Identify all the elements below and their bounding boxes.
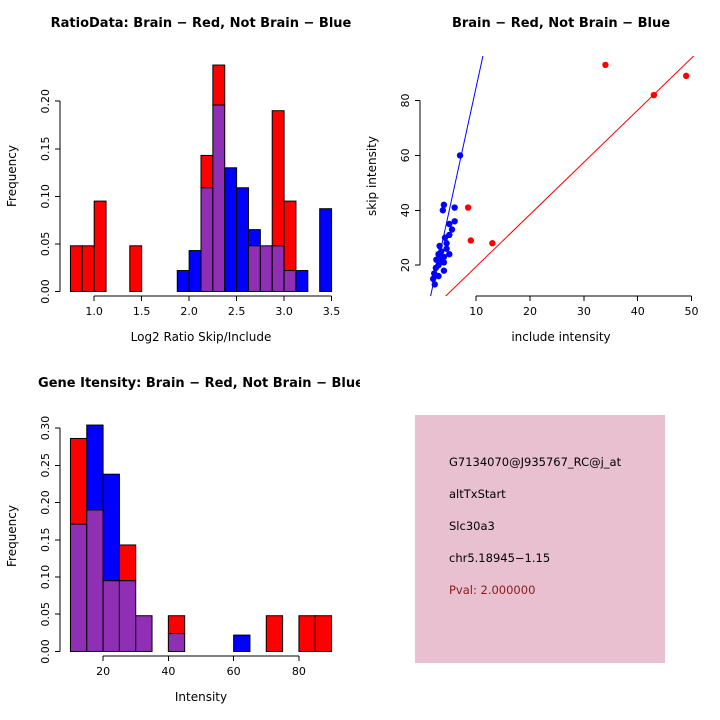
svg-text:40: 40 bbox=[399, 203, 412, 217]
chromosome-location-text: chr5.18945−1.15 bbox=[449, 551, 551, 565]
svg-text:0.20: 0.20 bbox=[39, 89, 52, 114]
svg-text:Frequency: Frequency bbox=[5, 145, 19, 207]
gene-info-panel: G7134070@J935767_RC@j_at altTxStart Slc3… bbox=[360, 360, 720, 720]
svg-text:2.5: 2.5 bbox=[228, 305, 246, 318]
svg-text:80: 80 bbox=[399, 94, 412, 108]
svg-text:40: 40 bbox=[161, 665, 175, 678]
svg-text:Frequency: Frequency bbox=[5, 505, 19, 567]
svg-text:2.0: 2.0 bbox=[180, 305, 198, 318]
svg-text:1.0: 1.0 bbox=[85, 305, 103, 318]
svg-text:0.05: 0.05 bbox=[39, 602, 52, 627]
svg-text:60: 60 bbox=[227, 665, 241, 678]
gene-intensity-histogram-panel: Gene Itensity: Brain − Red, Not Brain − … bbox=[5, 376, 360, 704]
gene-symbol-text: Slc30a3 bbox=[449, 519, 495, 533]
svg-text:20: 20 bbox=[96, 665, 110, 678]
svg-text:0.15: 0.15 bbox=[39, 137, 52, 162]
svg-text:10: 10 bbox=[469, 305, 483, 318]
svg-text:RatioData: Brain − Red, Not Br: RatioData: Brain − Red, Not Brain − Blue bbox=[51, 16, 352, 31]
intensity-scatter-panel: Brain − Red, Not Brain − Blue 10 20 30 40 50 2… bbox=[365, 16, 699, 344]
svg-text:Log2 Ratio Skip/Include: Log2 Ratio Skip/Include bbox=[131, 330, 272, 344]
splice-type-text: altTxStart bbox=[449, 487, 506, 501]
svg-text:0.20: 0.20 bbox=[39, 490, 52, 515]
gene-info-box: G7134070@J935767_RC@j_at altTxStart Slc3… bbox=[415, 415, 665, 663]
svg-text:0.10: 0.10 bbox=[39, 565, 52, 590]
svg-text:3.0: 3.0 bbox=[275, 305, 293, 318]
probe-id-text: G7134070@J935767_RC@j_at bbox=[449, 455, 622, 469]
svg-text:0.25: 0.25 bbox=[39, 453, 52, 478]
svg-text:0.30: 0.30 bbox=[39, 416, 52, 441]
svg-text:0.05: 0.05 bbox=[39, 232, 52, 257]
svg-text:30: 30 bbox=[577, 305, 591, 318]
svg-text:50: 50 bbox=[685, 305, 699, 318]
svg-text:include intensity: include intensity bbox=[511, 330, 610, 344]
svg-text:0.00: 0.00 bbox=[39, 279, 52, 304]
svg-text:0.00: 0.00 bbox=[39, 639, 52, 664]
svg-text:1.5: 1.5 bbox=[133, 305, 151, 318]
svg-text:80: 80 bbox=[292, 665, 306, 678]
svg-text:0.10: 0.10 bbox=[39, 184, 52, 209]
svg-text:Brain − Red, Not Brain − Blue: Brain − Red, Not Brain − Blue bbox=[452, 16, 670, 31]
pval-text: Pval: 2.000000 bbox=[449, 583, 536, 597]
svg-text:20: 20 bbox=[523, 305, 537, 318]
svg-text:skip intensity: skip intensity bbox=[365, 136, 379, 216]
svg-text:Gene Itensity: Brain − Red, No: Gene Itensity: Brain − Red, Not Brain − … bbox=[38, 376, 360, 391]
svg-text:60: 60 bbox=[399, 148, 412, 162]
ratio-histogram-panel: RatioData: Brain − Red, Not Brain − Blue… bbox=[5, 16, 352, 344]
svg-text:20: 20 bbox=[399, 258, 412, 272]
svg-text:Intensity: Intensity bbox=[175, 690, 227, 704]
svg-text:3.5: 3.5 bbox=[323, 305, 341, 318]
svg-text:0.15: 0.15 bbox=[39, 528, 52, 553]
svg-text:40: 40 bbox=[631, 305, 645, 318]
